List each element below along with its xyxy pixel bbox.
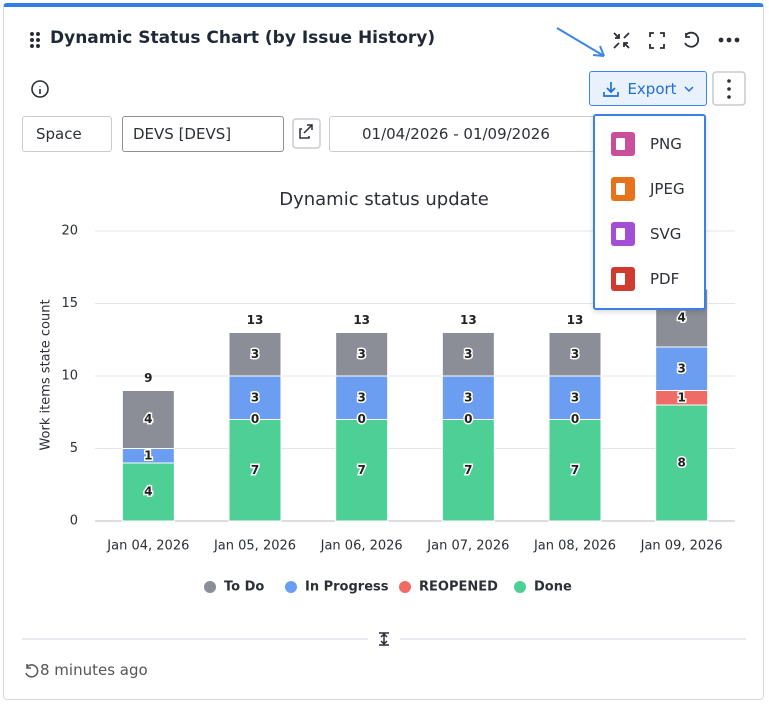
total-label: 9 [144, 371, 152, 385]
legend-swatch [285, 581, 297, 593]
legend-swatch [399, 581, 411, 593]
chart-title: Dynamic status update [279, 189, 489, 210]
x-tick-label: Jan 05, 2026 [213, 539, 296, 554]
updated-text: 8 minutes ago [40, 661, 148, 679]
menu-label: SVG [650, 225, 681, 243]
total-label: 13 [567, 313, 584, 327]
x-tick-label: Jan 09, 2026 [640, 539, 723, 554]
data-label: 3 [464, 347, 472, 361]
y-axis-label: Work items state count [39, 299, 54, 450]
legend-label: In Progress [305, 580, 389, 595]
annotation-arrow [557, 28, 604, 56]
refresh-icon [26, 664, 38, 677]
data-label: 3 [357, 347, 365, 361]
menu-label: PDF [650, 270, 679, 288]
menu-label: JPEG [650, 180, 685, 198]
menu-item[interactable]: PDF [611, 267, 679, 291]
y-tick-label: 10 [61, 369, 78, 384]
data-label: 4 [144, 412, 152, 426]
menu-item[interactable]: JPEG [611, 177, 685, 201]
date-range-label: 01/04/2026 - 01/09/2026 [362, 125, 550, 143]
data-label: 0 [464, 412, 472, 426]
data-label: 3 [251, 390, 259, 404]
data-label: 7 [251, 463, 259, 477]
menu-item[interactable]: PNG [611, 132, 682, 156]
data-label: 4 [144, 485, 152, 499]
x-tick-label: Jan 08, 2026 [533, 539, 616, 554]
pdf-icon [611, 267, 635, 291]
x-tick-label: Jan 04, 2026 [106, 539, 189, 554]
y-tick-label: 20 [61, 224, 78, 239]
export-label: Export [627, 80, 676, 98]
menu-item[interactable]: SVG [611, 222, 681, 246]
data-label: 0 [357, 412, 365, 426]
total-label: 13 [353, 313, 370, 327]
total-label: 13 [460, 313, 477, 327]
legend-label: Done [534, 580, 572, 595]
resize-handle[interactable] [379, 633, 389, 645]
data-label: 3 [571, 347, 579, 361]
data-label: 3 [357, 390, 365, 404]
data-label: 3 [571, 390, 579, 404]
data-label: 0 [571, 412, 579, 426]
kebab-dot [727, 87, 731, 91]
data-label: 7 [464, 463, 472, 477]
kebab-dot [727, 79, 731, 83]
legend-swatch [204, 581, 216, 593]
y-tick-label: 15 [61, 296, 78, 311]
legend-swatch [514, 581, 526, 593]
x-tick-label: Jan 06, 2026 [320, 539, 403, 554]
info-icon[interactable] [32, 81, 48, 97]
menu-label: PNG [650, 135, 682, 153]
date-range[interactable]: 01/04/2026 - 01/09/2026 [329, 116, 599, 152]
data-label: 3 [251, 347, 259, 361]
project-filter[interactable]: DEVS [DEVS] [122, 116, 284, 152]
data-label: 1 [144, 448, 152, 462]
data-label: 3 [464, 390, 472, 404]
data-label: 7 [571, 463, 579, 477]
space-filter[interactable]: Space [22, 116, 112, 152]
data-label: 1 [677, 390, 685, 404]
chevron [683, 83, 695, 95]
data-label: 7 [357, 463, 365, 477]
data-label: 0 [251, 412, 259, 426]
space-filter-label: Space [36, 125, 82, 143]
legend-label: REOPENED [419, 580, 498, 595]
svg-icon [611, 222, 635, 246]
export-button[interactable]: Export [589, 71, 707, 106]
x-tick-label: Jan 07, 2026 [426, 539, 509, 554]
widget-title: Dynamic Status Chart (by Issue History) [50, 28, 435, 48]
kebab-dot [727, 95, 731, 99]
data-label: 3 [677, 361, 685, 375]
download-icon [601, 79, 621, 99]
png-icon [611, 132, 635, 156]
data-label: 4 [677, 311, 685, 325]
total-label: 13 [247, 313, 264, 327]
data-label: 8 [677, 456, 685, 470]
drag-handle[interactable] [30, 32, 40, 48]
y-tick-label: 5 [70, 441, 78, 456]
export-menu: PNG JPEG SVG PDF [593, 114, 706, 310]
project-filter-label: DEVS [DEVS] [133, 125, 231, 143]
y-tick-label: 0 [70, 514, 78, 529]
jpeg-icon [611, 177, 635, 201]
legend-label: To Do [224, 580, 264, 595]
header-icons[interactable] [614, 33, 739, 48]
